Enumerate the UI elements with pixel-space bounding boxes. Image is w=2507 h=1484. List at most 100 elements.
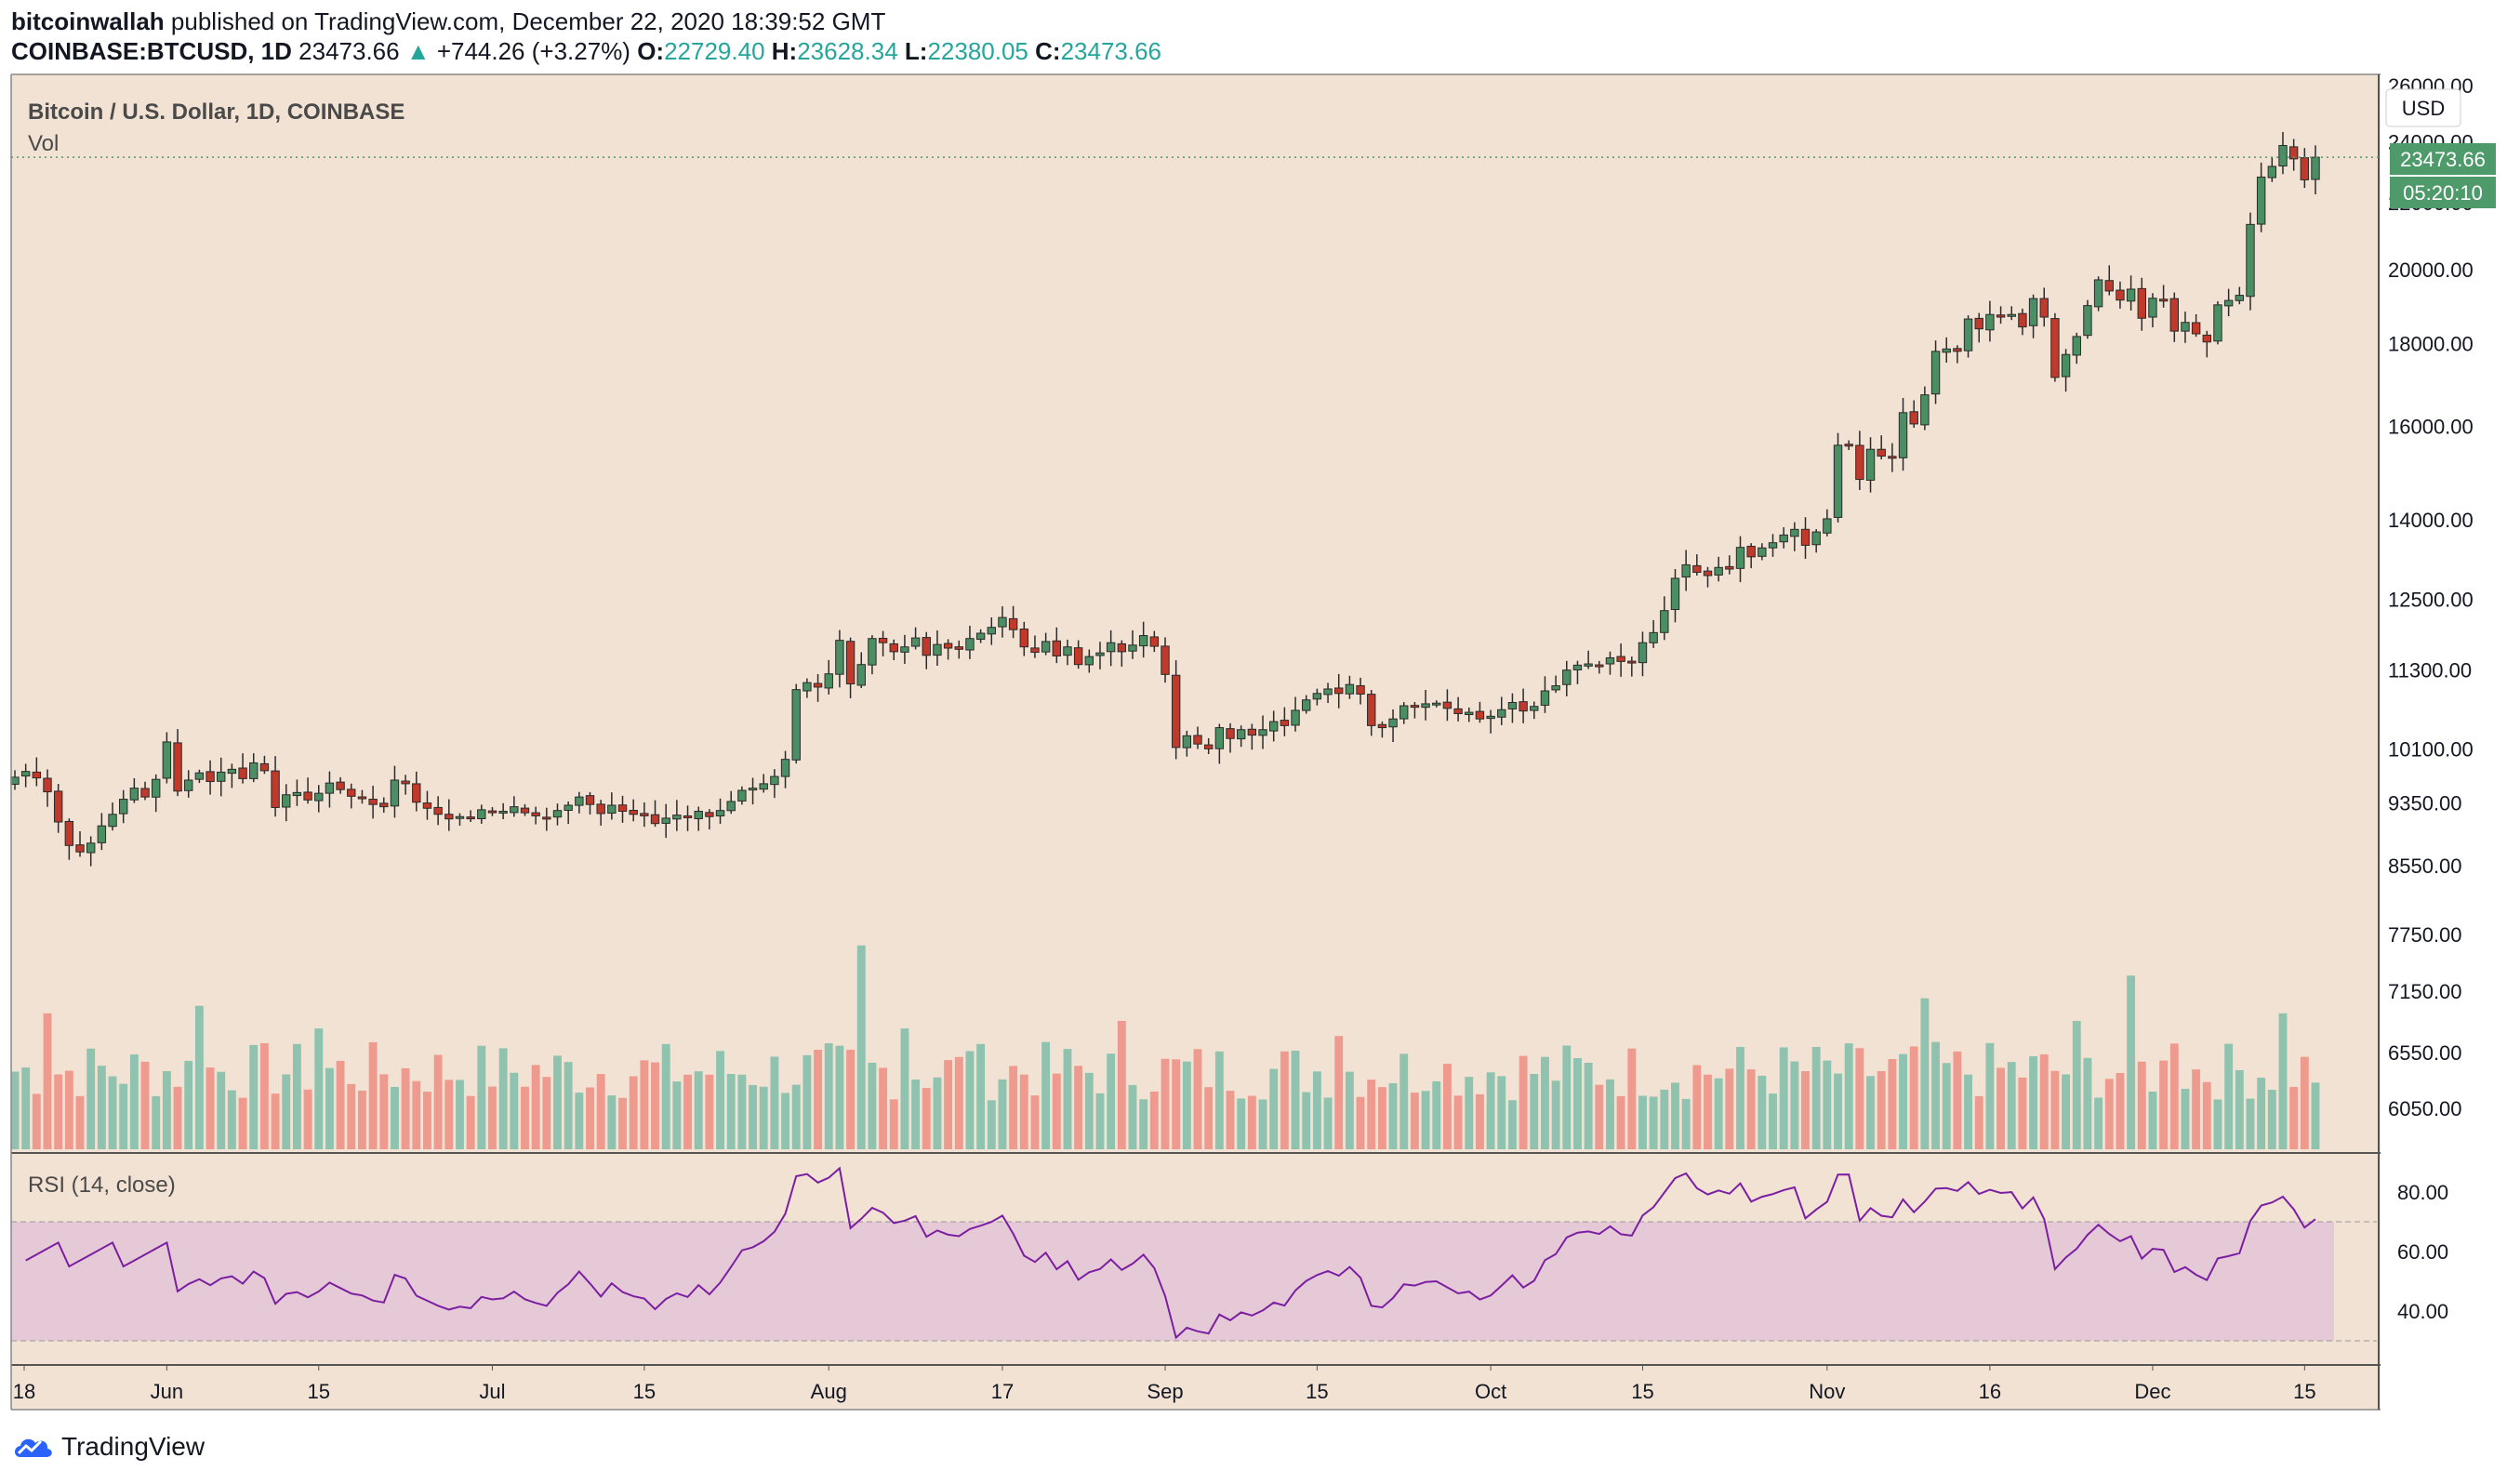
candle-body [2137,287,2146,319]
volume-bar [477,1045,486,1149]
candle-body [889,643,898,653]
volume-bar [683,1074,692,1149]
volume-bar [564,1062,573,1149]
volume-bar [1790,1061,1799,1149]
candle-body [531,812,540,816]
candle-body [1171,674,1181,749]
tradingview-logo[interactable]: TradingView [11,1432,205,1462]
candle-body [510,806,519,814]
volume-bar [1009,1066,1018,1149]
volume-bar [303,1089,312,1149]
candle-body [780,759,790,777]
volume-bar [1193,1049,1202,1149]
chart-canvas[interactable]: 26000.0024000.0022000.0020000.0018000.00… [0,0,2507,1423]
tradingview-brand: TradingView [61,1432,206,1461]
volume-bar [2116,1073,2125,1149]
candle-body [748,788,758,791]
candle-body [1497,709,1506,718]
author-name[interactable]: bitcoinwallah [11,7,165,35]
candle-body [640,813,649,816]
candle-body [1465,711,1474,716]
candle-body [1268,721,1279,732]
price-tick-label: 7750.00 [2388,923,2462,947]
candle-body [661,817,670,824]
candle-body [1063,646,1072,656]
price-axis[interactable]: 26000.0024000.0022000.0020000.0018000.00… [2388,74,2474,1120]
candle-body [1855,444,1864,481]
open-label: O: [637,37,665,65]
volume-bar [108,1076,117,1149]
currency-box[interactable] [2385,88,2461,127]
time-axis[interactable]: 18 Jun 15 Jul 15 Aug 17 Sep 15 Oct 15 Nov 16 Dec 15 [13,1365,2316,1403]
price-tick-label: 9350.00 [2388,792,2462,815]
time-tick-label: Sep [1147,1380,1183,1403]
candle-body [108,814,117,828]
volume-bar [1345,1071,1354,1149]
candle-body [477,809,486,820]
volume-bar [466,1095,475,1149]
candle-body [1920,394,1930,426]
volume-bar [1530,1074,1539,1149]
candle-body [1106,642,1116,653]
volume-bar [1692,1065,1702,1149]
candle-body [97,825,107,843]
volume-bar [922,1088,931,1149]
volume-bar [2192,1069,2201,1149]
price-tick-label: 11300.00 [2388,659,2472,682]
volume-bar [379,1074,389,1149]
volume-bar [781,1093,789,1149]
rsi-tick-label: 60.00 [2397,1240,2448,1264]
candle-body [1095,652,1105,656]
candle-body [1735,547,1745,569]
volume-bar [498,1048,508,1149]
candle-body [1280,720,1290,726]
time-tick-label: Aug [811,1380,847,1403]
candle-body [617,804,628,813]
candle-body [1453,708,1463,714]
volume-bar [803,1054,812,1149]
candle-body [1833,444,1843,518]
price-tick-label: 6050.00 [2388,1097,2462,1120]
candle-body [705,812,714,817]
volume-bar [2094,1097,2103,1149]
candle-body [20,771,31,777]
volume-bar [97,1066,106,1149]
candle-body [75,844,85,853]
volume-bar [1584,1063,1593,1149]
volume-bar [814,1050,823,1149]
candle-body [152,778,161,798]
volume-bar [1475,1093,1484,1149]
volume-bar [1421,1091,1430,1149]
volume-bar [2039,1053,2049,1149]
volume-bar [456,1080,464,1149]
publish-text: published on TradingView.com, December 2… [170,7,886,35]
volume-bar [618,1097,627,1149]
candle-body [129,788,139,801]
candle-body [444,814,454,820]
volume-bar [1280,1051,1289,1149]
candle-body [2311,156,2320,180]
candle-body [227,768,237,775]
volume-bar [43,1013,52,1149]
candle-body [303,791,312,801]
volume-bar [2127,975,2136,1149]
candle-body [10,776,20,785]
volume-bar [1638,1095,1647,1149]
candle-body [1008,617,1018,630]
volume-bar [173,1086,182,1149]
candle-body [1486,715,1495,720]
volume-bar [2169,1043,2179,1149]
last-value: 23473.66 [298,37,400,65]
volume-bar [846,1049,856,1149]
candle-body [1540,690,1550,706]
candle-body [2300,157,2310,180]
candle-body [1562,669,1572,685]
rsi-axis[interactable]: 80.00 60.00 40.00 [2397,1181,2448,1323]
volume-bar [1019,1074,1028,1149]
volume-bar [1671,1082,1679,1149]
volume-bar [1769,1093,1777,1149]
volume-bar [705,1074,714,1149]
volume-bar [119,1083,128,1149]
candle-body [466,816,475,820]
volume-bar [1323,1097,1333,1149]
